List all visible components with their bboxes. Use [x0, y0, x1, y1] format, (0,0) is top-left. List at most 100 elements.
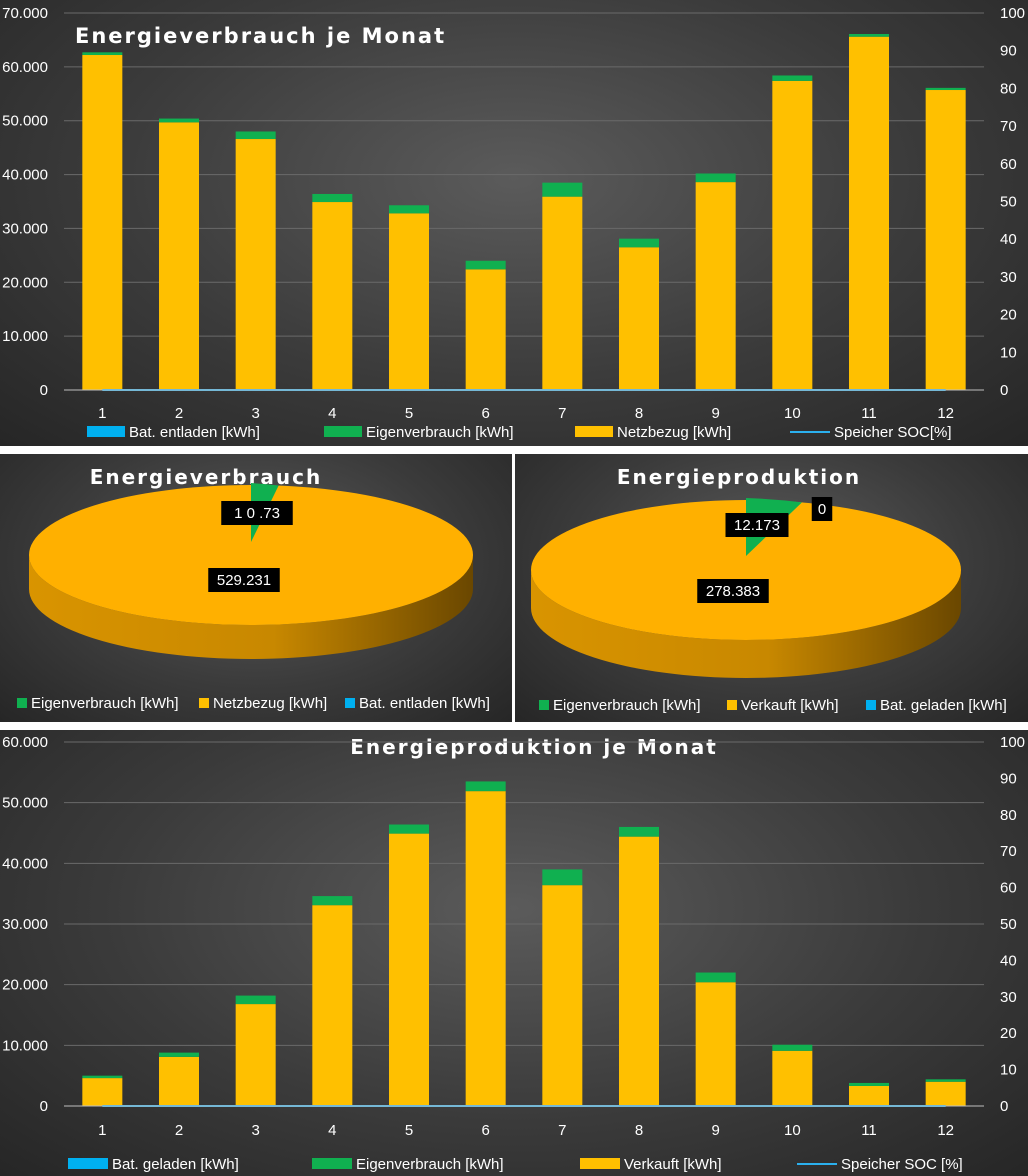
- y2-tick-label: 10: [1000, 344, 1017, 361]
- legend-label: Bat. entladen [kWh]: [129, 424, 260, 441]
- production-pie-svg: Energieproduktion 12.173 278.383 0 Eigenver…: [531, 465, 1007, 714]
- bar-segment-top-main-8: [619, 247, 659, 390]
- legend-swatch: [539, 700, 549, 710]
- y-tick-label: 0: [40, 382, 48, 399]
- bar-segment-top-eigen-2: [159, 118, 199, 123]
- x-tick-label: 12: [937, 1122, 954, 1139]
- y2-tick-label: 100: [1000, 734, 1025, 751]
- x-tick-label: 11: [861, 405, 877, 422]
- y-tick-label: 20.000: [2, 274, 48, 291]
- y2-tick-label: 100: [1000, 5, 1025, 22]
- y2-tick-label: 20: [1000, 307, 1017, 324]
- data-label-box: [208, 568, 280, 592]
- bar-segment-top-main-9: [695, 182, 736, 390]
- x-tick-label: 10: [784, 1122, 801, 1139]
- x-tick-label: 11: [861, 1122, 877, 1139]
- legend-swatch: [324, 426, 362, 437]
- x-tick-label: 7: [558, 1122, 566, 1139]
- legend-label: Bat. entladen [kWh]: [359, 695, 490, 712]
- bar-segment-top-eigen-3: [235, 131, 276, 140]
- x-tick-label: 8: [635, 1122, 643, 1139]
- y2-tick-label: 0: [1000, 382, 1008, 399]
- y-tick-label: 60.000: [2, 734, 48, 751]
- pie-slice-main: [531, 500, 961, 640]
- bar-segment-bot-main-4: [312, 905, 353, 1106]
- x-tick-label: 4: [328, 1122, 336, 1139]
- y-tick-label: 40.000: [2, 855, 48, 872]
- legend-swatch: [87, 426, 125, 437]
- data-label: 12.173: [734, 517, 780, 534]
- x-tick-label: 2: [175, 405, 183, 422]
- x-tick-label: 9: [711, 405, 719, 422]
- legend-label: Eigenverbrauch [kWh]: [31, 695, 179, 712]
- bar-segment-bot-main-11: [849, 1085, 889, 1106]
- bar-segment-top-main-5: [389, 213, 429, 390]
- bar-segment-bot-eigen-6: [465, 781, 506, 792]
- x-tick-label: 3: [251, 1122, 259, 1139]
- legend-swatch: [727, 700, 737, 710]
- y-tick-label: 0: [40, 1098, 48, 1115]
- bar-segment-bot-main-2: [159, 1056, 199, 1106]
- bar-segment-top-main-6: [465, 269, 506, 390]
- bar-segment-top-main-1: [82, 55, 123, 390]
- legend-swatch: [575, 426, 613, 437]
- x-tick-label: 9: [711, 1122, 719, 1139]
- x-tick-label: 5: [405, 1122, 413, 1139]
- data-label-box: [725, 513, 789, 537]
- bar-segment-bot-eigen-3: [235, 995, 276, 1005]
- y-tick-label: 40.000: [2, 167, 48, 184]
- monthly-consumption-chart: Energieverbrauch je Monat 0 10.000 20.000 3…: [0, 0, 1028, 446]
- y2-tick-label: 40: [1000, 231, 1017, 248]
- data-label-box: [697, 579, 769, 603]
- pie-title: Energieproduktion: [617, 465, 861, 489]
- bar-segment-top-main-3: [235, 139, 276, 390]
- y-tick-label: 70.000: [2, 5, 48, 22]
- data-label-box: [811, 497, 833, 521]
- y2-tick-label: 40: [1000, 952, 1017, 969]
- bar-segment-top-eigen-8: [619, 238, 659, 248]
- legend-swatch: [68, 1158, 108, 1169]
- bar-segment-top-eigen-12: [925, 87, 966, 91]
- bar-segment-bot-eigen-11: [849, 1082, 889, 1086]
- bar-segment-top-eigen-11: [849, 34, 889, 37]
- pie-slice-side: [531, 570, 961, 678]
- legend-swatch: [866, 700, 876, 710]
- y-tick-label: 10.000: [2, 1037, 48, 1054]
- bar-segment-bot-eigen-12: [925, 1079, 966, 1082]
- legend-swatch: [199, 698, 209, 708]
- x-tick-label: 8: [635, 405, 643, 422]
- pie-slice-main: [29, 485, 473, 625]
- bar-segment-top-eigen-7: [542, 182, 583, 197]
- monthly-consumption-svg: Energieverbrauch je Monat 0 10.000 20.000 3…: [2, 5, 1025, 441]
- x-tick-label: 6: [481, 405, 489, 422]
- y-tick-label: 50.000: [2, 113, 48, 130]
- x-tick-label: 6: [481, 1122, 489, 1139]
- legend-label: Speicher SOC[%]: [834, 424, 952, 441]
- x-tick-label: 12: [937, 405, 954, 422]
- monthly-production-chart: Energieproduktion je Monat 0 10.000 20.000…: [0, 730, 1028, 1176]
- bar-segment-bot-main-12: [925, 1081, 966, 1106]
- bar-segment-top-eigen-5: [389, 205, 429, 214]
- y-tick-label: 30.000: [2, 220, 48, 237]
- x-tick-label: 10: [784, 405, 801, 422]
- data-label: 0: [818, 501, 826, 518]
- consumption-pie-svg: Energieverbrauch 1 0 .73 529.231 Eigenverb…: [17, 465, 490, 712]
- y-tick-label: 20.000: [2, 977, 48, 994]
- bar-segment-bot-main-1: [82, 1078, 123, 1106]
- bar-segment-top-main-2: [159, 122, 199, 390]
- y2-tick-label: 30: [1000, 269, 1017, 286]
- bar-segment-bot-eigen-10: [772, 1044, 813, 1051]
- bar-segment-bot-main-3: [235, 1004, 276, 1106]
- bar-segment-top-eigen-1: [82, 52, 123, 56]
- bar-segment-top-eigen-6: [465, 260, 506, 270]
- chart-title: Energieverbrauch je Monat: [75, 24, 446, 48]
- legend-label: Speicher SOC [%]: [841, 1156, 963, 1173]
- bar-segment-bot-eigen-4: [312, 896, 353, 906]
- bar-segment-bot-main-7: [542, 885, 583, 1106]
- y2-tick-label: 60: [1000, 880, 1017, 897]
- bar-segment-top-eigen-10: [772, 75, 813, 81]
- y2-tick-label: 60: [1000, 156, 1017, 173]
- bar-segment-top-eigen-9: [695, 173, 736, 183]
- data-label-box: [221, 501, 293, 525]
- y2-tick-label: 70: [1000, 843, 1017, 860]
